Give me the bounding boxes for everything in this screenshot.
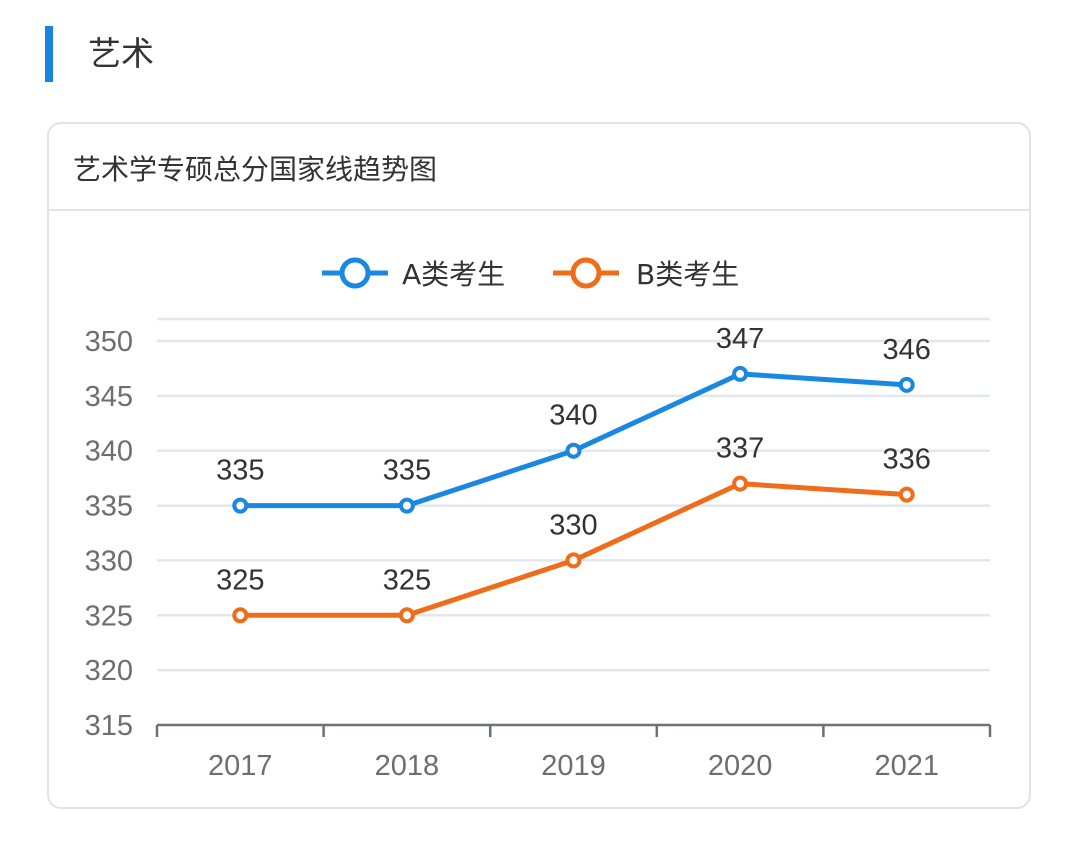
data-point[interactable]: [898, 486, 915, 503]
legend-label-b: B类考生: [636, 258, 739, 291]
data-label: 347: [716, 323, 764, 355]
data-label: 336: [883, 444, 931, 476]
x-tick-label: 2018: [375, 750, 440, 782]
x-axis: [155, 723, 992, 737]
data-labels: 335 335 340 347 346 325 325 330 337 336: [216, 323, 931, 596]
data-point[interactable]: [398, 497, 415, 514]
data-point[interactable]: [732, 475, 749, 492]
y-tick-label: 335: [85, 491, 133, 523]
data-label: 337: [716, 433, 764, 465]
legend-item-b[interactable]: B类考生: [553, 257, 739, 291]
data-label: 325: [216, 564, 264, 596]
section-title: 艺术: [88, 34, 154, 73]
y-axis-tick-labels: 315 320 325 330 335 340 345 350: [85, 326, 133, 742]
data-label: 330: [549, 509, 597, 541]
section-accent-bar: [45, 26, 53, 82]
data-point[interactable]: [898, 376, 915, 393]
x-tick-label: 2017: [208, 750, 273, 782]
legend: A类考生 B类考生: [322, 257, 739, 291]
y-tick-label: 330: [85, 545, 133, 577]
x-axis-tick-labels: 2017 2018 2019 2020 2021: [208, 750, 939, 782]
legend-marker-a: [339, 257, 371, 289]
y-tick-label: 320: [85, 655, 133, 687]
data-point[interactable]: [565, 442, 582, 459]
data-point[interactable]: [232, 497, 249, 514]
series-lines: [232, 365, 915, 624]
data-label: 335: [383, 455, 431, 487]
y-tick-label: 315: [85, 710, 133, 742]
y-tick-label: 345: [85, 381, 133, 413]
data-label: 340: [549, 400, 597, 432]
legend-marker-b: [570, 257, 602, 289]
legend-item-a[interactable]: A类考生: [322, 257, 505, 291]
y-tick-label: 325: [85, 600, 133, 632]
data-point[interactable]: [732, 365, 749, 382]
legend-label-a: A类考生: [402, 258, 505, 291]
x-tick-label: 2020: [708, 750, 773, 782]
y-tick-label: 340: [85, 436, 133, 468]
card-header: 艺术学专硕总分国家线趋势图: [49, 124, 1029, 211]
data-label: 335: [216, 455, 264, 487]
data-point[interactable]: [232, 607, 249, 624]
x-tick-label: 2021: [874, 750, 939, 782]
x-tick-label: 2019: [541, 750, 606, 782]
y-tick-label: 350: [85, 326, 133, 358]
data-point[interactable]: [398, 607, 415, 624]
data-label: 325: [383, 564, 431, 596]
chart-card: 艺术学专硕总分国家线趋势图: [47, 122, 1031, 809]
data-point[interactable]: [565, 552, 582, 569]
data-label: 346: [883, 334, 931, 366]
card-title: 艺术学专硕总分国家线趋势图: [73, 153, 438, 186]
